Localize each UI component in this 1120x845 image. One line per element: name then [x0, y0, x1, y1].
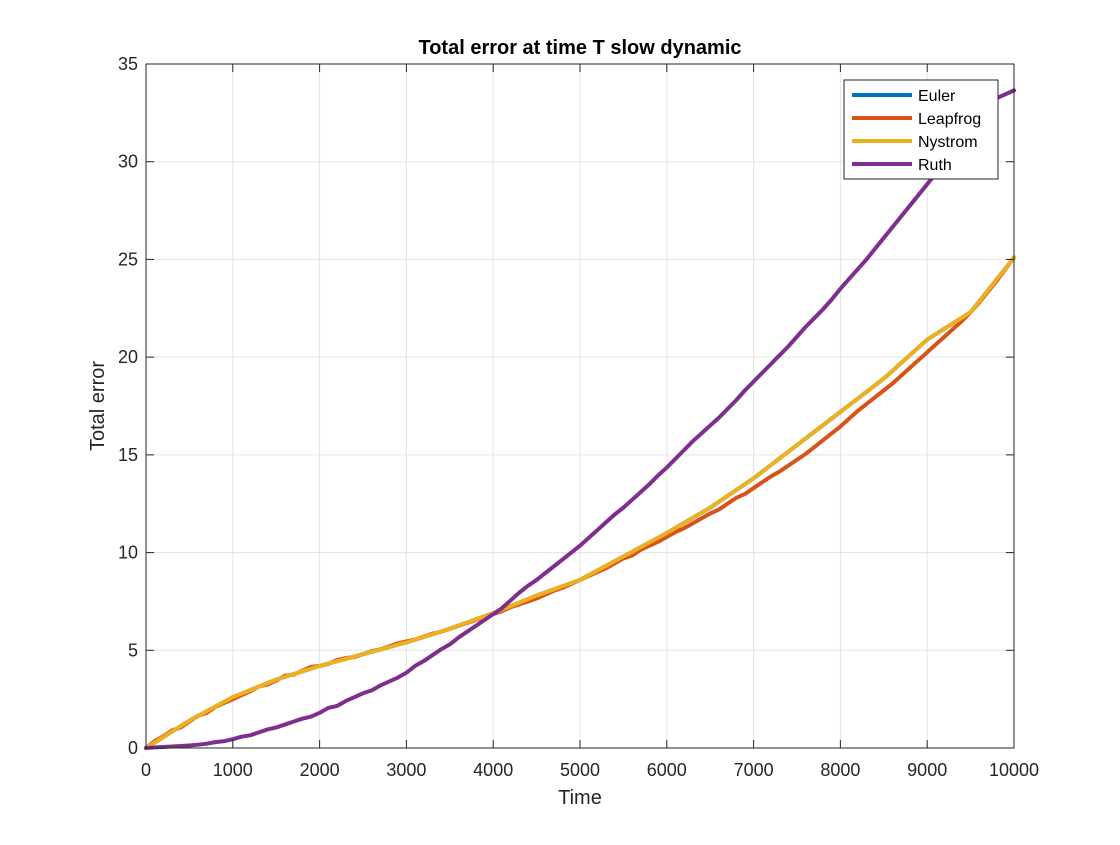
- x-tick-label: 7000: [734, 760, 774, 780]
- y-tick-label: 15: [118, 445, 138, 465]
- legend-label-leapfrog: Leapfrog: [918, 111, 981, 128]
- x-tick-label: 9000: [907, 760, 947, 780]
- x-tick-label: 5000: [560, 760, 600, 780]
- legend-label-euler: Euler: [918, 88, 956, 105]
- legend-label-nystrom: Nystrom: [918, 134, 978, 151]
- series-line-ruth: [144, 88, 1016, 750]
- x-tick-label: 6000: [647, 760, 687, 780]
- y-tick-label: 25: [118, 249, 138, 269]
- y-tick-label: 35: [118, 54, 138, 74]
- y-tick-label: 20: [118, 347, 138, 367]
- y-axis-label: Total error: [87, 361, 109, 451]
- x-axis-label: Time: [558, 787, 602, 809]
- x-tick-label: 4000: [473, 760, 513, 780]
- legend: Euler Leapfrog Nystrom Ruth: [843, 79, 999, 180]
- series-line-nystrom: [144, 255, 1016, 750]
- x-tick-label: 0: [141, 760, 151, 780]
- y-tick-label: 30: [118, 152, 138, 172]
- y-tick-label: 5: [128, 640, 138, 660]
- y-tick-label: 10: [118, 543, 138, 563]
- ticks: [145, 63, 1015, 749]
- x-tick-label: 8000: [820, 760, 860, 780]
- x-tick-label: 2000: [300, 760, 340, 780]
- y-tick-label: 0: [128, 738, 138, 758]
- x-tick-label: 10000: [989, 760, 1039, 780]
- series-layer: [144, 88, 1016, 750]
- chart-title: Total error at time T slow dynamic: [418, 37, 741, 59]
- x-tick-label: 1000: [213, 760, 253, 780]
- legend-label-ruth: Ruth: [918, 157, 952, 174]
- x-tick-label: 3000: [386, 760, 426, 780]
- tick-labels: 0 1000 2000 3000 4000 5000 6000 7000 8000 9000 100…: [118, 54, 1039, 780]
